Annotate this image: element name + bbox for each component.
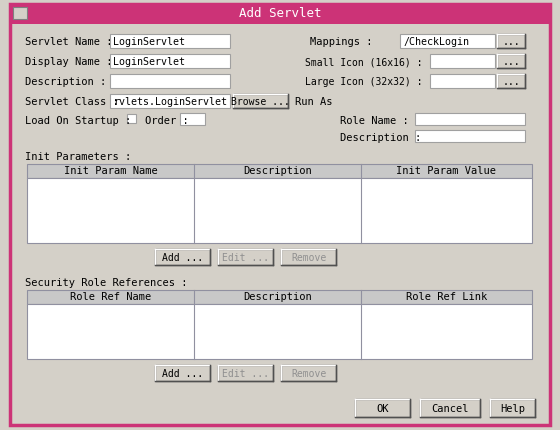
Text: Description :: Description : [340,133,421,143]
Bar [110,55,230,69]
Bar [155,365,210,381]
Bar [27,290,532,304]
Bar [27,304,532,359]
Bar [281,249,336,265]
Text: ...: ... [502,37,520,47]
Text: Remove: Remove [291,368,326,378]
Text: Role Ref Name: Role Ref Name [70,291,151,301]
Bar [127,115,136,124]
Text: LoginServlet: LoginServlet [113,57,185,67]
Text: Security Role References :: Security Role References : [25,277,188,287]
Bar [218,365,273,381]
Bar [415,131,525,143]
Text: Add Servlet: Add Servlet [239,7,321,20]
Text: Edit ...: Edit ... [222,368,269,378]
Bar [497,35,525,49]
Text: rvlets.LoginServlet: rvlets.LoginServlet [113,97,227,107]
Bar [497,75,525,89]
Bar [355,399,410,417]
Text: Order :: Order : [145,116,189,126]
Text: Description: Description [243,166,312,175]
Bar [110,95,230,109]
Bar [27,165,532,178]
Bar [490,399,535,417]
Bar [13,8,27,20]
Text: Description: Description [243,291,312,301]
Bar [110,75,230,89]
Bar [218,249,273,265]
Text: Description :: Description : [25,77,106,87]
Bar [400,35,495,49]
Bar [110,35,230,49]
Text: /CheckLogin: /CheckLogin [403,37,469,47]
Text: Help: Help [500,403,525,413]
Text: Servlet Class :: Servlet Class : [25,97,119,107]
Text: LoginServlet: LoginServlet [113,37,185,47]
Bar [430,55,495,69]
Text: Cancel: Cancel [431,403,469,413]
Text: Init Param Name: Init Param Name [64,166,157,175]
Text: Role Ref Link: Role Ref Link [406,291,487,301]
Bar [10,5,550,25]
Text: Remove: Remove [291,252,326,262]
Bar [155,249,210,265]
Text: ...: ... [502,57,520,67]
Text: Init Parameters :: Init Parameters : [25,152,131,162]
Text: Load On Startup :: Load On Startup : [25,116,131,126]
Text: Add ...: Add ... [162,368,203,378]
Text: Servlet Name :: Servlet Name : [25,37,113,47]
Text: ...: ... [502,77,520,87]
Text: Mappings :: Mappings : [310,37,372,47]
Text: Role Name :: Role Name : [340,116,409,126]
Text: Add ...: Add ... [162,252,203,262]
Bar [497,55,525,69]
Text: Large Icon (32x32) :: Large Icon (32x32) : [305,77,422,87]
Bar [180,114,205,126]
Bar [415,114,525,126]
Bar [281,365,336,381]
Bar [233,95,288,109]
Text: Browse ...: Browse ... [231,97,290,107]
Text: Small Icon (16x16) :: Small Icon (16x16) : [305,57,422,67]
Text: OK: OK [376,403,389,413]
Bar [430,75,495,89]
Text: Run As: Run As [295,97,333,107]
Text: Display Name :: Display Name : [25,57,113,67]
Bar [27,178,532,243]
Text: Init Param Value: Init Param Value [396,166,497,175]
Text: Edit ...: Edit ... [222,252,269,262]
Bar [420,399,480,417]
